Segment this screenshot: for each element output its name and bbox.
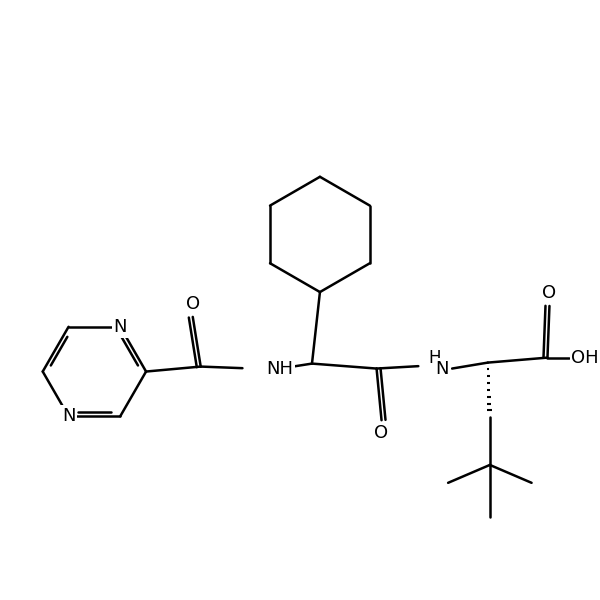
Text: N: N [436, 359, 449, 377]
Text: N: N [113, 318, 127, 336]
Text: OH: OH [571, 349, 599, 367]
Text: H: H [428, 349, 440, 367]
Text: N: N [62, 407, 76, 425]
Text: O: O [374, 424, 389, 442]
Text: O: O [185, 295, 200, 313]
Text: O: O [542, 284, 557, 302]
Text: NH: NH [266, 359, 293, 377]
